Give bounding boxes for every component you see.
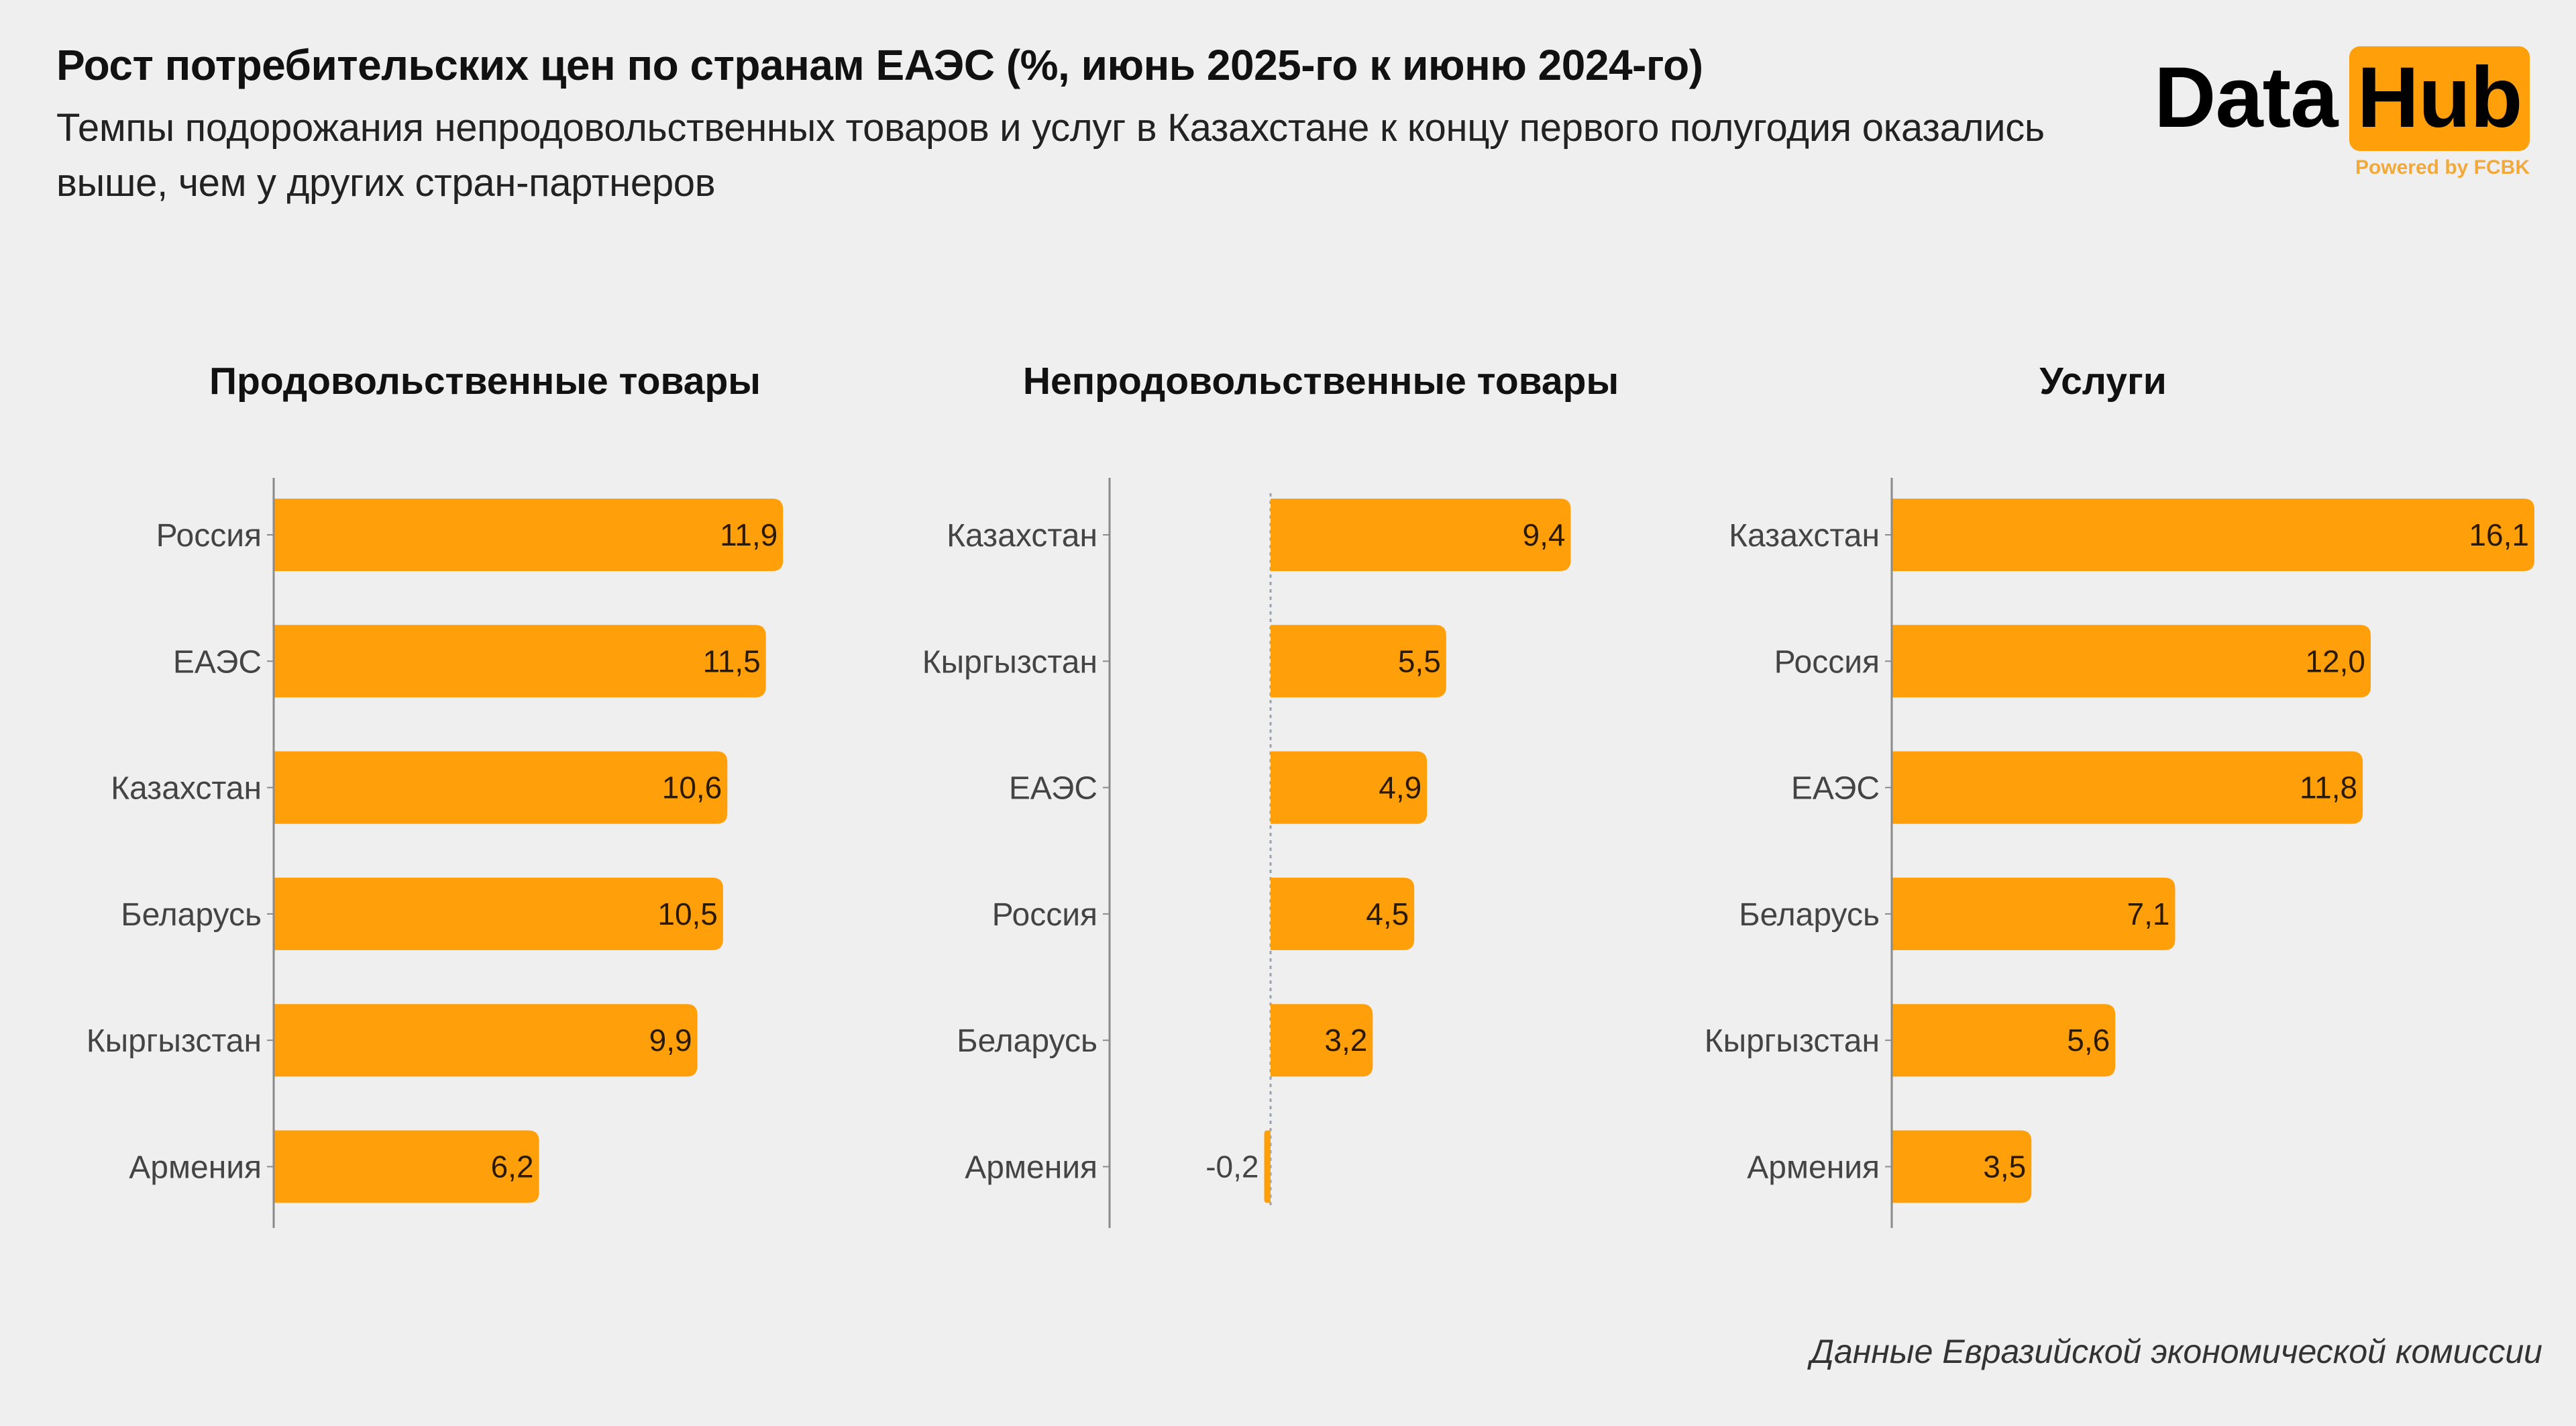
bar [1271,1004,1373,1077]
category-label: Беларусь [121,897,262,933]
value-label: 7,1 [2127,897,2169,931]
chart-subtitle: Темпы подорожания непродовольственных то… [56,106,2045,205]
bar [1271,625,1446,698]
category-label: ЕАЭС [173,644,262,680]
panel-title-food: Продовольственные товары [209,360,761,403]
category-label: Кыргызстан [87,1023,262,1059]
category-label: Россия [992,897,1097,933]
category-label: Кыргызстан [922,644,1097,680]
value-label: 16,1 [2469,517,2529,552]
bar [274,1130,539,1203]
value-label: 4,9 [1379,770,1421,805]
value-label: 10,6 [662,770,722,805]
value-label: 11,9 [720,517,777,552]
value-label: 5,6 [2067,1023,2110,1058]
value-label: 3,5 [1983,1150,2026,1184]
value-label: 10,5 [657,897,718,931]
bar [1892,1130,2032,1203]
bar [274,625,766,698]
category-label: Россия [156,518,262,554]
value-label: 11,5 [703,644,761,678]
chart-title: Рост потребительских цен по странам ЕАЭС… [56,41,1703,89]
bar [1892,625,2371,698]
chart-panel-food: Россия 11,9 ЕАЭС 11,5 Казахстан 10,6 Беларусь 1… [87,478,784,1228]
category-label: Беларусь [957,1023,1097,1059]
value-label: 5,5 [1398,644,1441,678]
datahub-logo: Data Hub Powered by FCBK [2150,44,2539,185]
chart-panel-services: Казахстан 16,1 Россия 12,0 ЕАЭС 11,8 Беларусь 7… [1705,478,2534,1228]
source-note: Данные Евразийской экономической комисси… [1810,1333,2542,1370]
panel-title-services: Услуги [2039,360,2167,403]
value-label: 11,8 [2300,770,2357,805]
bar [1892,751,2363,824]
bar [274,751,728,824]
value-label: -0,2 [1205,1150,1258,1184]
value-label: 4,5 [1366,897,1409,931]
category-label: Армения [965,1150,1097,1186]
chart-panel-nonfood: Казахстан 9,4 Кыргызстан 5,5 ЕАЭС 4,9 Россия 4,… [922,478,1571,1228]
bar [1892,499,2534,571]
bar [1271,751,1428,824]
bar [274,1004,698,1077]
category-label: Казахстан [1729,518,1880,554]
bar [1264,1130,1271,1203]
category-label: ЕАЭС [1791,771,1880,807]
bar [274,877,723,950]
logo-word-hub: Hub [2357,50,2523,146]
value-label: 12,0 [2305,644,2365,678]
value-label: 9,4 [1522,517,1565,552]
category-label: Армения [1747,1150,1880,1186]
value-label: 9,9 [649,1023,692,1058]
category-label: Казахстан [111,771,262,807]
value-label: 3,2 [1324,1023,1367,1058]
panel-title-nonfood: Непродовольственные товары [1022,360,1619,403]
category-label: Армения [129,1150,262,1186]
bar [1892,1004,2116,1077]
bar [1271,877,1415,950]
bar [274,499,784,571]
category-label: Россия [1774,644,1880,680]
logo-word-data: Data [2154,50,2338,146]
value-label: 6,2 [491,1150,534,1184]
category-label: Беларусь [1739,897,1880,933]
logo-tagline: Powered by FCBK [2355,156,2530,179]
bar [1271,499,1571,571]
bar [1892,877,2176,950]
category-label: ЕАЭС [1009,771,1097,807]
logo-hub-box: Hub [2349,46,2530,151]
category-label: Кыргызстан [1705,1023,1880,1059]
category-label: Казахстан [947,518,1097,554]
